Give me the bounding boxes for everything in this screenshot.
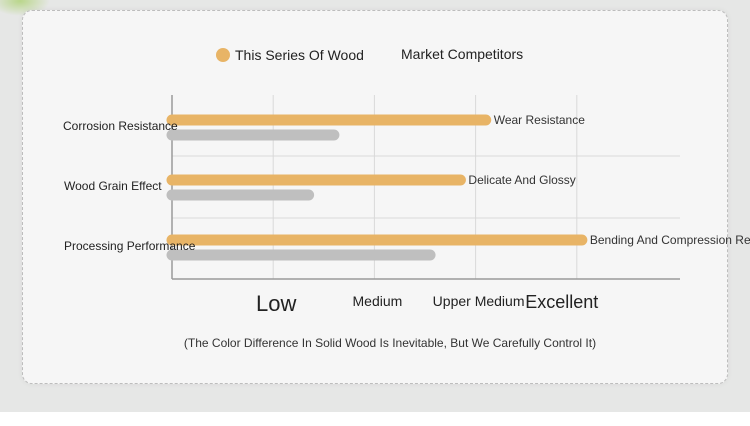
x-tick-label-2: Upper Medium bbox=[433, 293, 525, 309]
footnote: (The Color Difference In Solid Wood Is I… bbox=[184, 336, 596, 350]
x-tick-label-3: Excellent bbox=[525, 292, 598, 312]
chart-card bbox=[22, 10, 728, 384]
legend-label-competitors: Market Competitors bbox=[401, 46, 523, 62]
category-label-1: Wood Grain Effect bbox=[64, 179, 162, 193]
x-tick-label-0: Low bbox=[256, 291, 296, 316]
x-tick-labels: Low Medium Upper Medium Excellent bbox=[256, 291, 598, 316]
category-label-2: Processing Performance bbox=[64, 239, 196, 253]
bar-label-0: Wear Resistance bbox=[494, 113, 585, 127]
bar-label-2: Bending And Compression Resistance bbox=[590, 233, 750, 247]
category-label-0: Corrosion Resistance bbox=[63, 119, 178, 133]
x-tick-label-1: Medium bbox=[353, 293, 403, 309]
grid-lines bbox=[171, 95, 680, 280]
bars: Wear Resistance Delicate And Glossy Bendin… bbox=[166, 113, 750, 261]
legend-label-series: This Series Of Wood bbox=[235, 47, 364, 63]
legend: This Series Of Wood Market Competitors bbox=[216, 46, 523, 63]
category-labels: Corrosion Resistance Wood Grain Effect Pro… bbox=[63, 119, 196, 253]
bar-label-1: Delicate And Glossy bbox=[468, 173, 575, 187]
bottom-band bbox=[0, 412, 750, 426]
legend-swatch-series bbox=[216, 48, 230, 62]
